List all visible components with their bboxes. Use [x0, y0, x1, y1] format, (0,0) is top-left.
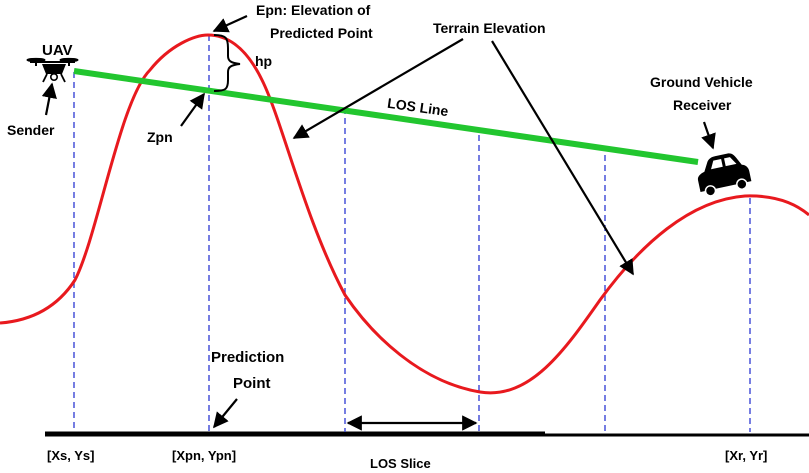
terrain-curve	[0, 33, 809, 395]
label-xs-ys: [Xs, Ys]	[47, 448, 94, 463]
label-xpn-ypn: [Xpn, Ypn]	[172, 448, 236, 463]
drone-icon	[26, 57, 79, 83]
label-sender: Sender	[7, 122, 55, 138]
label-terrain-elevation: Terrain Elevation	[433, 20, 546, 36]
label-ground-vehicle: Ground Vehicle	[650, 74, 753, 90]
label-hp: hp	[255, 53, 272, 69]
label-prediction: Prediction	[211, 349, 284, 366]
arrow-zpn	[180, 92, 205, 127]
los-line	[73, 68, 699, 165]
car-icon	[697, 153, 752, 197]
label-receiver: Receiver	[673, 97, 732, 113]
label-epn-line1: Epn: Elevation of	[256, 2, 371, 18]
arrow-epn	[212, 14, 248, 33]
arrow-prediction	[213, 398, 238, 429]
arrow-terrain-right	[491, 40, 634, 276]
label-uav: UAV	[42, 42, 73, 59]
arrow-terrain-left	[292, 38, 464, 139]
hp-brace	[213, 34, 241, 92]
label-los-slice: LOS Slice	[370, 456, 431, 471]
arrow-receiver	[701, 121, 716, 150]
label-point: Point	[233, 375, 271, 392]
label-zpn: Zpn	[147, 129, 173, 145]
label-epn-line2: Predicted Point	[270, 25, 373, 41]
label-xr-yr: [Xr, Yr]	[725, 448, 767, 463]
annotation-arrows	[41, 14, 716, 431]
arrow-uav-to-sender	[41, 82, 57, 116]
dashed-guides	[73, 35, 751, 432]
